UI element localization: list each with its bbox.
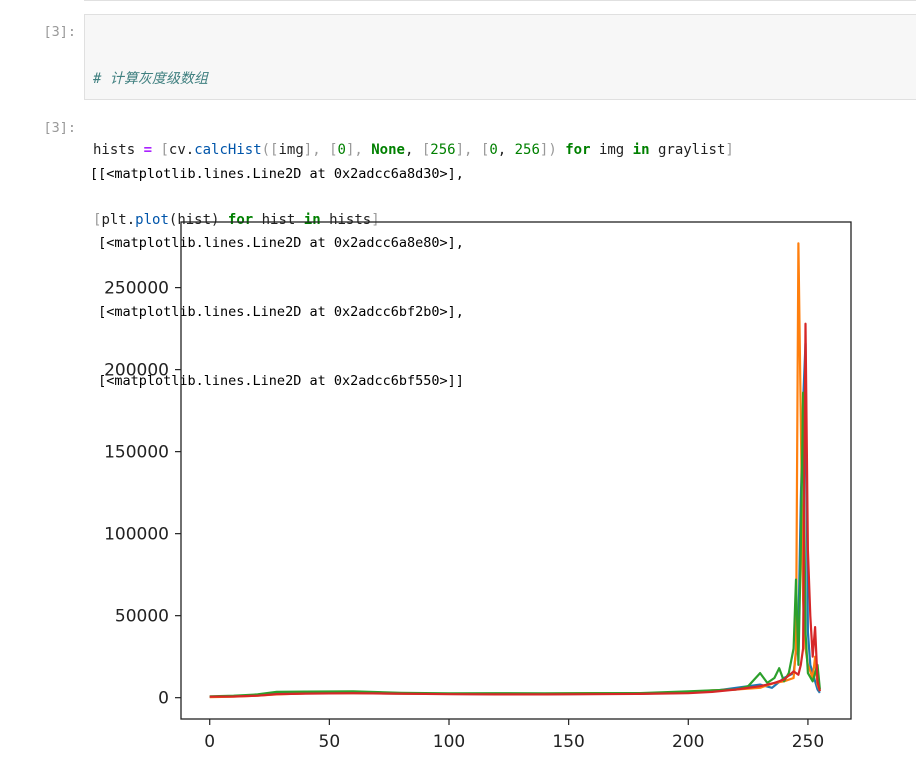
code-token: ] xyxy=(725,141,734,158)
code-token: ], xyxy=(455,141,473,158)
code-token xyxy=(506,142,514,158)
code-token: img xyxy=(278,141,304,158)
code-token: for xyxy=(565,141,591,158)
code-token: for xyxy=(227,212,254,228)
y-tick-label: 150000 xyxy=(104,443,169,463)
code-token: , xyxy=(497,141,507,158)
output-prompt: [3]: xyxy=(43,120,76,136)
y-tick-label: 50000 xyxy=(115,607,169,627)
y-tick-label: 100000 xyxy=(104,525,169,545)
code-token: ] xyxy=(371,212,380,228)
series-line-3 xyxy=(209,322,821,698)
x-tick-label: 150 xyxy=(552,732,584,752)
output-line: [<matplotlib.lines.Line2D at 0x2adcc6a8e… xyxy=(90,235,464,251)
output-line: [<matplotlib.lines.Line2D at 0x2adcc6bf5… xyxy=(90,373,464,389)
code-token: img xyxy=(590,141,633,158)
output-line: [<matplotlib.lines.Line2D at 0x2adcc6bf2… xyxy=(90,304,464,320)
code-token xyxy=(557,142,565,158)
x-tick-label: 50 xyxy=(319,732,341,752)
y-tick-label: 250000 xyxy=(104,279,169,299)
y-tick-label: 200000 xyxy=(104,361,169,381)
series-line-0 xyxy=(209,342,821,698)
code-token: in xyxy=(303,212,321,228)
code-token: graylist xyxy=(649,141,726,158)
plot-output: 0 50 100 150 200 250 0 50000 100000 150000 200000 2… xyxy=(84,212,884,776)
code-token: 0 xyxy=(337,141,346,158)
code-token: [ xyxy=(329,141,338,158)
code-token: 0 xyxy=(489,141,498,158)
top-divider xyxy=(84,0,916,1)
series-line-1 xyxy=(209,242,821,699)
code-token: . xyxy=(185,141,195,158)
code-token: [ xyxy=(160,141,169,158)
code-token: [ xyxy=(480,141,490,158)
code-line-3: [plt.plot(hist) for hist in hists] xyxy=(93,209,734,233)
code-token: hists xyxy=(320,212,372,228)
code-token: plot xyxy=(135,212,169,228)
code-token: . xyxy=(126,212,136,228)
code-comment: # 计算灰度级数组 xyxy=(93,71,208,87)
series-line-2 xyxy=(209,391,821,698)
code-token: ], xyxy=(345,141,363,158)
code-token: ], xyxy=(303,141,321,158)
code-token: 256 xyxy=(514,141,540,158)
code-line-1: # 计算灰度级数组 xyxy=(93,68,734,92)
x-tick-label: 250 xyxy=(792,732,824,752)
code-editor[interactable]: # 计算灰度级数组 hists = [cv.calcHist([img], [0… xyxy=(93,21,734,280)
x-tick-label: 0 xyxy=(204,732,215,752)
code-token: hist xyxy=(253,212,304,228)
x-tick-label: 100 xyxy=(433,732,465,752)
code-token: ([ xyxy=(261,141,279,158)
code-token: plt xyxy=(101,212,127,228)
code-token: cv xyxy=(168,141,186,158)
output-text: [ [<matplotlib.lines.Line2D at 0x2adcc6a8… xyxy=(90,117,464,416)
histogram-chart: 0 50 100 150 200 250 0 50000 100000 150000 200000 2… xyxy=(104,221,852,752)
code-token xyxy=(472,142,480,158)
code-token: None xyxy=(371,141,405,158)
code-token: = xyxy=(143,141,153,158)
code-token: calcHist xyxy=(194,141,262,158)
code-token: [ xyxy=(93,212,102,228)
code-token: [ xyxy=(421,141,431,158)
input-prompt: [3]: xyxy=(43,24,76,40)
code-token: 256 xyxy=(430,141,456,158)
code-token: hists xyxy=(93,141,144,158)
output-line: [[<matplotlib.lines.Line2D at 0x2adcc6a8… xyxy=(90,166,464,182)
code-token: in xyxy=(632,141,650,158)
code-line-2: hists = [cv.calcHist([img], [0], None, [… xyxy=(93,139,734,163)
y-tick-label: 0 xyxy=(158,689,169,709)
code-token: , xyxy=(404,141,414,158)
code-token: ]) xyxy=(539,141,557,158)
x-tick-label: 200 xyxy=(672,732,704,752)
axes-frame xyxy=(180,221,852,720)
code-input-cell[interactable]: # 计算灰度级数组 hists = [cv.calcHist([img], [0… xyxy=(84,14,916,228)
